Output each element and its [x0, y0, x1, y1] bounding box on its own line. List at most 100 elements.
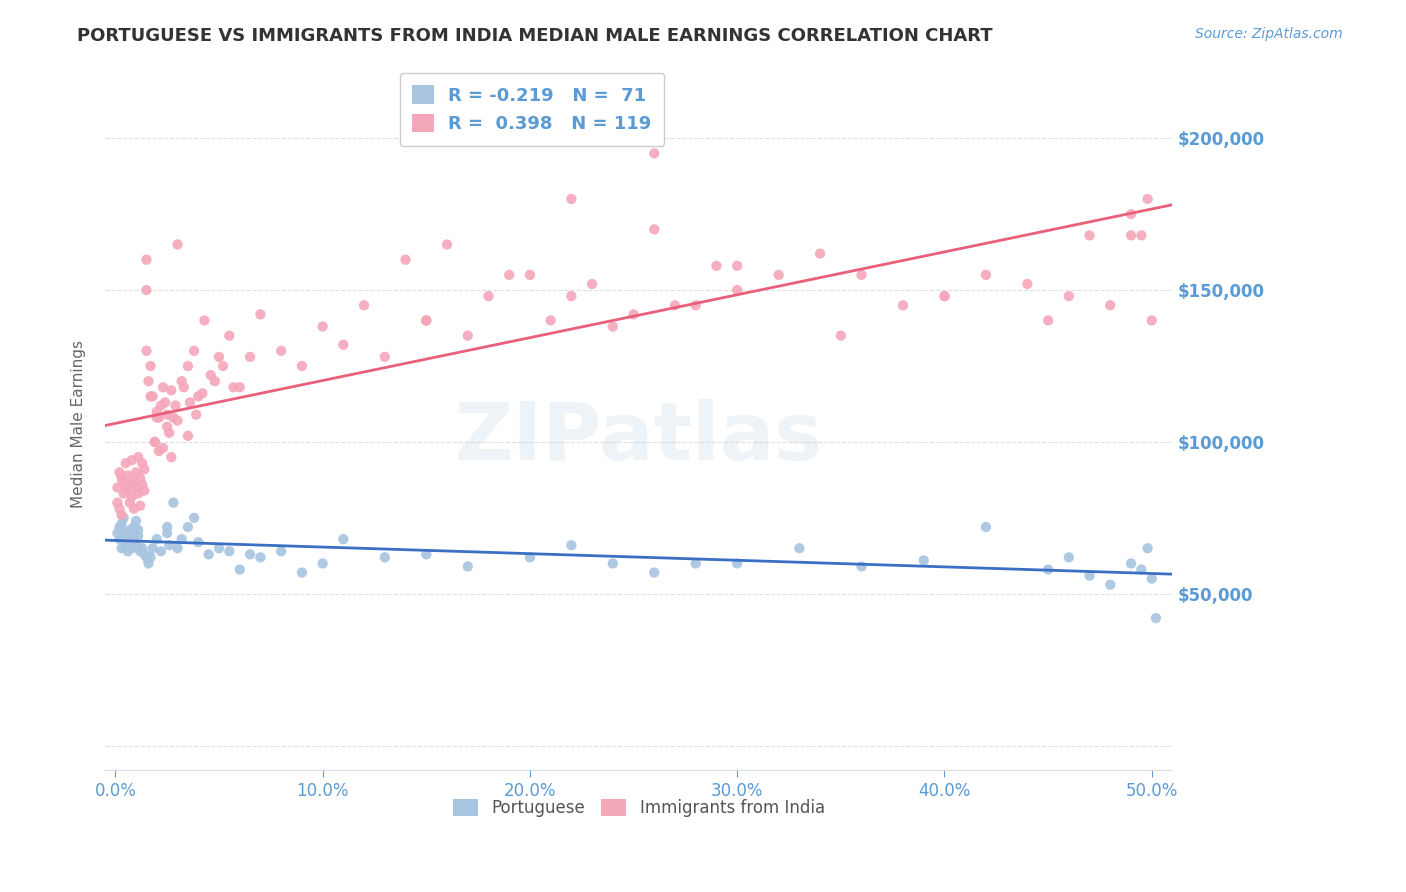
Point [187, 535, 209, 549]
Point [193, 313, 215, 327]
Point [114, 538, 136, 552]
Point [498, 268, 520, 282]
Point [114, 526, 136, 541]
Point [143, 434, 166, 449]
Point [125, 514, 148, 528]
Point [110, 541, 132, 556]
Point [725, 557, 748, 571]
Point [134, 462, 156, 476]
Point [212, 359, 235, 373]
Point [187, 389, 209, 403]
Point [457, 559, 479, 574]
Point [146, 410, 169, 425]
Point [1017, 277, 1039, 291]
Point [122, 532, 145, 546]
Point [186, 408, 208, 422]
Point [146, 532, 169, 546]
Point [125, 481, 148, 495]
Point [560, 538, 582, 552]
Point [664, 298, 686, 312]
Point [477, 131, 499, 145]
Point [912, 553, 935, 567]
Point [602, 557, 624, 571]
Point [110, 508, 132, 522]
Point [118, 523, 141, 537]
Point [125, 538, 148, 552]
Point [156, 419, 179, 434]
Point [415, 313, 437, 327]
Point [121, 490, 143, 504]
Point [222, 380, 245, 394]
Point [1130, 228, 1153, 243]
Point [1099, 298, 1122, 312]
Point [156, 408, 179, 422]
Point [1036, 562, 1059, 576]
Point [725, 283, 748, 297]
Point [208, 541, 231, 556]
Point [374, 350, 396, 364]
Point [135, 252, 157, 267]
Point [1057, 550, 1080, 565]
Point [974, 268, 997, 282]
Point [332, 532, 354, 546]
Point [142, 389, 165, 403]
Point [1136, 192, 1159, 206]
Point [162, 496, 184, 510]
Point [394, 252, 416, 267]
Point [160, 450, 183, 464]
Point [135, 550, 157, 565]
Point [270, 544, 292, 558]
Point [218, 328, 240, 343]
Point [311, 319, 333, 334]
Point [121, 526, 143, 541]
Point [112, 529, 135, 543]
Point [152, 441, 174, 455]
Point [643, 566, 665, 580]
Point [121, 453, 143, 467]
Point [623, 307, 645, 321]
Point [117, 532, 139, 546]
Point [560, 192, 582, 206]
Point [1078, 568, 1101, 582]
Point [1144, 611, 1167, 625]
Point [112, 511, 135, 525]
Point [166, 237, 188, 252]
Point [177, 429, 200, 443]
Point [204, 374, 226, 388]
Point [457, 328, 479, 343]
Point [581, 277, 603, 291]
Point [121, 541, 143, 556]
Point [114, 481, 136, 495]
Point [177, 520, 200, 534]
Point [602, 319, 624, 334]
Point [353, 298, 375, 312]
Point [191, 386, 214, 401]
Point [135, 343, 157, 358]
Point [129, 471, 152, 485]
Point [108, 532, 131, 546]
Point [183, 511, 205, 525]
Point [560, 289, 582, 303]
Point [540, 313, 562, 327]
Point [127, 523, 149, 537]
Point [891, 298, 914, 312]
Point [127, 486, 149, 500]
Point [107, 496, 129, 510]
Point [127, 529, 149, 543]
Point [118, 477, 141, 491]
Point [122, 475, 145, 489]
Point [789, 541, 811, 556]
Point [228, 380, 250, 394]
Point [1036, 313, 1059, 327]
Point [156, 526, 179, 541]
Point [851, 268, 873, 282]
Point [107, 526, 129, 541]
Point [139, 389, 162, 403]
Point [685, 298, 707, 312]
Point [152, 380, 174, 394]
Point [208, 350, 231, 364]
Point [239, 547, 262, 561]
Point [415, 313, 437, 327]
Point [160, 384, 183, 398]
Point [131, 456, 153, 470]
